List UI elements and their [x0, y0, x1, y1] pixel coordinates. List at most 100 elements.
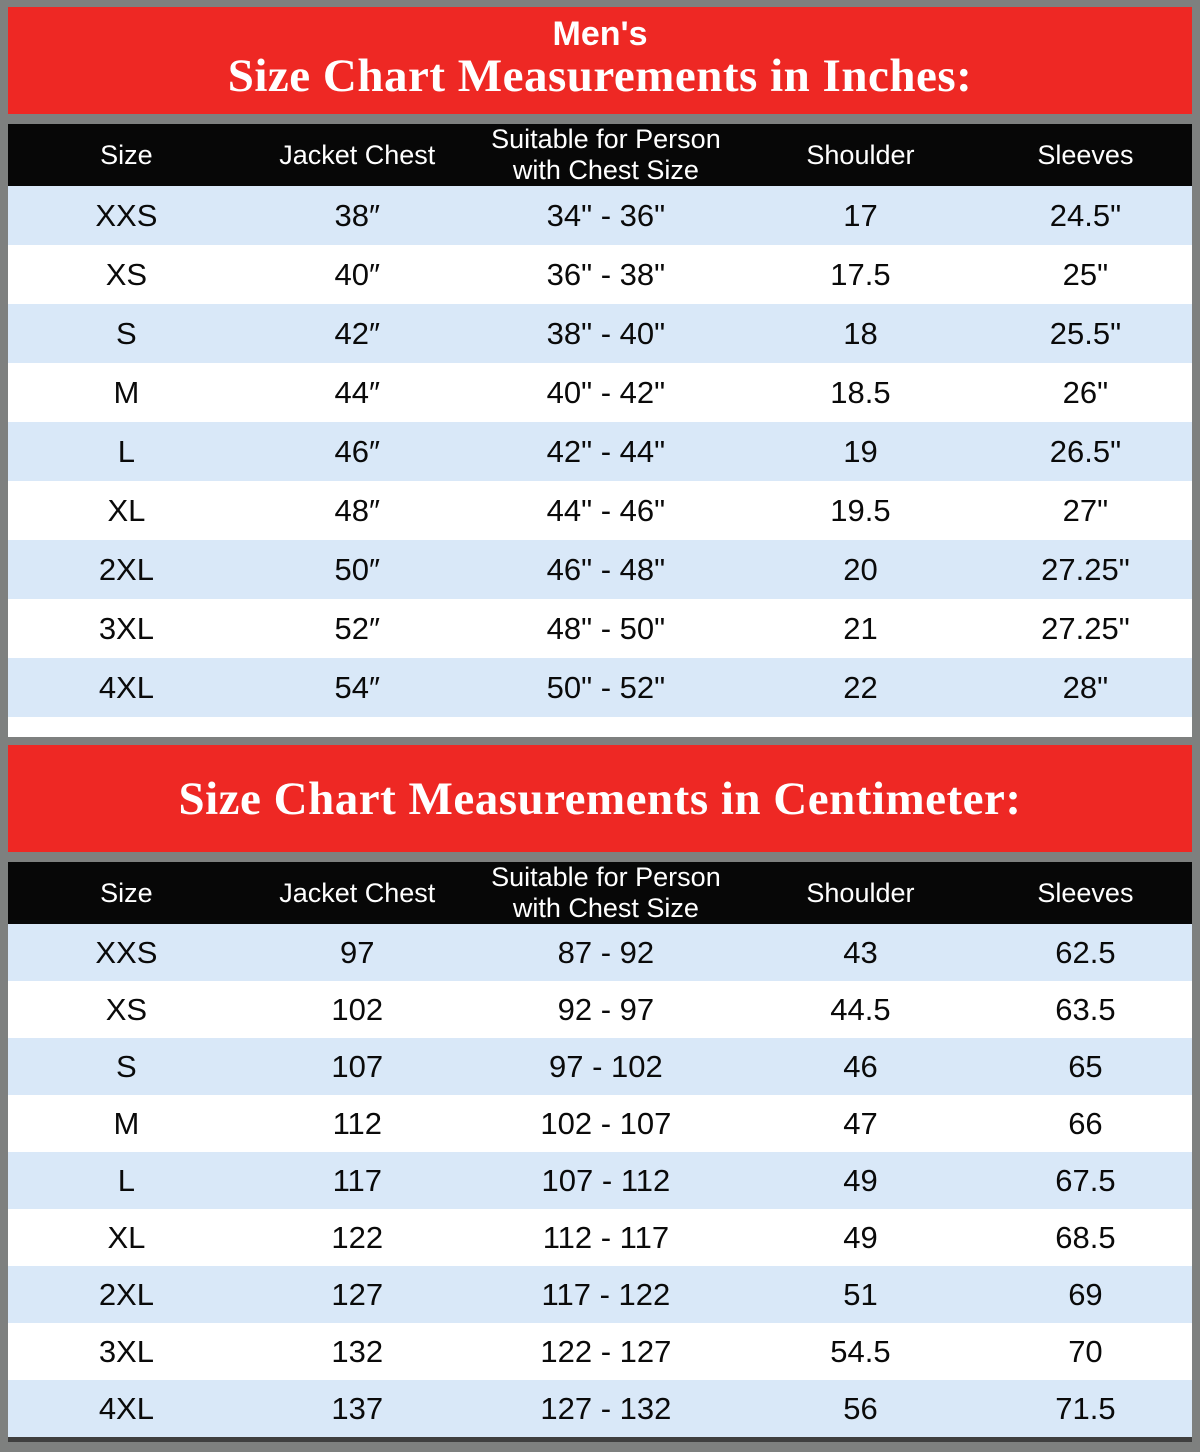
table-cell: L [117, 1162, 136, 1198]
table-cell: 54.5 [830, 1333, 891, 1369]
table-cell: 49 [843, 1219, 878, 1255]
table-cell: 46 [843, 1048, 878, 1084]
table-cell: 22 [843, 669, 878, 705]
inches-table-body: XXS 38″ 34" - 36" 17 24.5" XS 40″ 36" - 38" 17.5… [8, 186, 1192, 717]
table-cell: 47 [843, 1105, 878, 1141]
table-cell: 107 [331, 1048, 384, 1084]
column-header: Sleeves [1037, 139, 1134, 170]
table-cell: 21 [843, 610, 878, 646]
centimeter-size-table: Size Jacket Chest Suitable for Person with… [8, 862, 1192, 1437]
table-cell: 127 - 132 [540, 1390, 672, 1426]
table-cell: XL [107, 492, 146, 528]
table-cell: S [116, 1048, 137, 1084]
table-row: XS 102 92 - 97 44.5 63.5 [8, 981, 1192, 1038]
table-cell: 38″ [334, 197, 380, 233]
table-cell: 69 [1068, 1276, 1103, 1312]
table-cell: 26.5" [1049, 433, 1122, 469]
centimeter-banner: Size Chart Measurements in Centimeter: [8, 745, 1192, 852]
table-row: XL 48″ 44" - 46" 19.5 27" [8, 481, 1192, 540]
table-row: 3XL 132 122 - 127 54.5 70 [8, 1323, 1192, 1380]
table-cell: 42″ [334, 315, 380, 351]
table-cell: 48" - 50" [546, 610, 666, 646]
table-row: XXS 38″ 34" - 36" 17 24.5" [8, 186, 1192, 245]
column-header: Jacket Chest [279, 877, 436, 908]
table-cell: 63.5 [1055, 991, 1116, 1027]
column-header: Shoulder [806, 877, 915, 908]
table-cell: XXS [95, 197, 158, 233]
table-cell: 3XL [98, 610, 154, 646]
table-cell: XS [105, 991, 148, 1027]
table-row: 4XL 54″ 50" - 52" 22 28" [8, 658, 1192, 717]
table-cell: 71.5 [1055, 1390, 1116, 1426]
table-cell: 102 - 107 [540, 1105, 672, 1141]
table-cell: 54″ [334, 669, 380, 705]
column-header: Shoulder [806, 139, 915, 170]
table-cell: 17 [843, 197, 878, 233]
table-cell: 97 [340, 934, 375, 970]
table-cell: 50" - 52" [546, 669, 666, 705]
table-cell: 3XL [98, 1333, 154, 1369]
table-cell: 122 - 127 [540, 1333, 672, 1369]
table-cell: 34" - 36" [546, 197, 666, 233]
table-row: M 44″ 40" - 42" 18.5 26" [8, 363, 1192, 422]
table-cell: 46″ [334, 433, 380, 469]
table-cell: 4XL [98, 1390, 154, 1426]
table-cell: XS [105, 256, 148, 292]
table-row: XXS 97 87 - 92 43 62.5 [8, 924, 1192, 981]
table-cell: 28" [1062, 669, 1109, 705]
column-header: Size [100, 139, 153, 170]
table-cell: 19.5 [830, 492, 891, 528]
table-cell: 26" [1062, 374, 1109, 410]
column-header: Size [100, 877, 153, 908]
table-cell: 92 - 97 [557, 991, 655, 1027]
table-cell: 50″ [334, 551, 380, 587]
table-cell: 2XL [98, 1276, 154, 1312]
table-row: 4XL 137 127 - 132 56 71.5 [8, 1380, 1192, 1437]
table-row: M 112 102 - 107 47 66 [8, 1095, 1192, 1152]
table-cell: 62.5 [1055, 934, 1116, 970]
table-cell: L [117, 433, 136, 469]
table-cell: 25.5" [1049, 315, 1122, 351]
table-cell: 43 [843, 934, 878, 970]
table-row: 3XL 52″ 48" - 50" 21 27.25" [8, 599, 1192, 658]
table-cell: 36" - 38" [546, 256, 666, 292]
table-cell: 87 - 92 [557, 934, 655, 970]
table-cell: 40" - 42" [546, 374, 666, 410]
table-cell: 117 [332, 1162, 382, 1198]
column-header: Jacket Chest [279, 139, 436, 170]
centimeter-table-bottom-bar [8, 1437, 1192, 1442]
table-cell: 52″ [334, 610, 380, 646]
table-cell: 20 [843, 551, 878, 587]
table-cell: 18 [843, 315, 878, 351]
table-cell: M [113, 374, 140, 410]
table-cell: M [113, 1105, 140, 1141]
table-cell: XXS [95, 934, 158, 970]
table-cell: 44″ [334, 374, 380, 410]
table-cell: 46" - 48" [546, 551, 666, 587]
table-cell: 66 [1068, 1105, 1103, 1141]
table-cell: 24.5" [1049, 197, 1122, 233]
table-cell: 27" [1062, 492, 1109, 528]
table-cell: 67.5 [1055, 1162, 1116, 1198]
table-cell: 27.25" [1041, 610, 1130, 646]
table-cell: 70 [1068, 1333, 1103, 1369]
table-cell: 27.25" [1041, 551, 1130, 587]
table-cell: 2XL [98, 551, 154, 587]
inches-banner: Men's Size Chart Measurements in Inches: [8, 7, 1192, 114]
table-cell: 117 - 122 [541, 1276, 671, 1312]
table-row: L 46″ 42" - 44" 19 26.5" [8, 422, 1192, 481]
table-row: XS 40″ 36" - 38" 17.5 25" [8, 245, 1192, 304]
table-cell: 56 [843, 1390, 878, 1426]
table-cell: 112 - 117 [542, 1219, 670, 1255]
table-cell: 127 [331, 1276, 384, 1312]
inches-table-footer-strip [8, 717, 1192, 737]
table-cell: 19 [843, 433, 878, 469]
table-row: L 117 107 - 112 49 67.5 [8, 1152, 1192, 1209]
table-row: 2XL 50″ 46" - 48" 20 27.25" [8, 540, 1192, 599]
table-cell: 112 [332, 1105, 382, 1141]
table-cell: 65 [1068, 1048, 1103, 1084]
table-cell: 4XL [98, 669, 154, 705]
table-cell: S [116, 315, 137, 351]
inches-banner-title: Size Chart Measurements in Inches: [227, 50, 973, 102]
